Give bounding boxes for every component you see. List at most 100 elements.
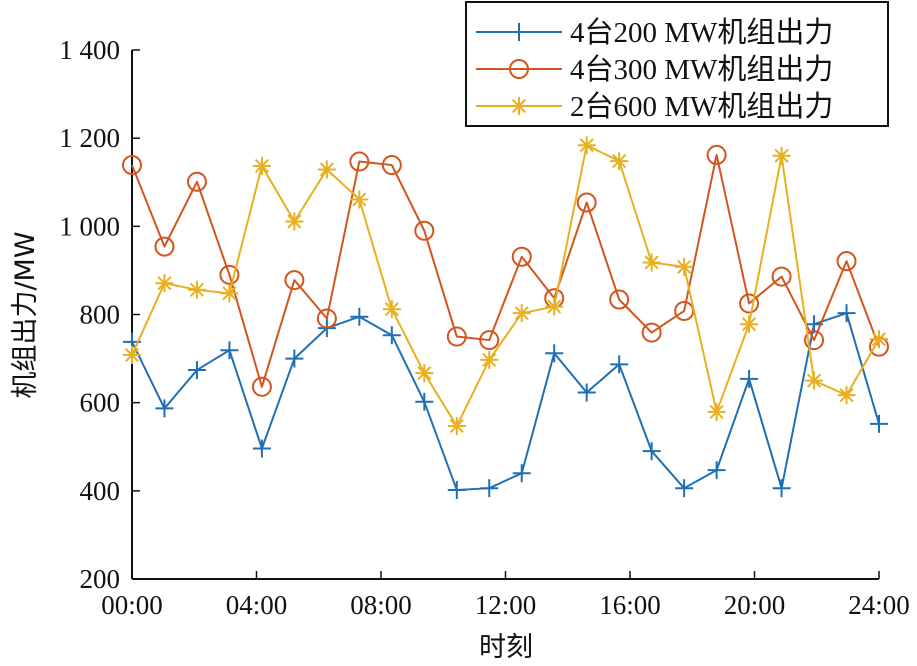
data-point	[675, 479, 694, 498]
series-line	[131, 144, 880, 428]
axes	[131, 50, 879, 580]
x-tick-label: 12:00	[475, 590, 537, 620]
data-point	[576, 192, 597, 213]
data-point	[154, 236, 175, 257]
data-point	[446, 326, 467, 347]
data-point	[610, 355, 629, 374]
data-point	[577, 136, 596, 155]
y-tick-label: 600	[80, 388, 121, 418]
data-point	[675, 257, 694, 276]
legend-marker	[509, 59, 529, 79]
data-point	[545, 344, 564, 363]
data-point	[447, 480, 466, 499]
data-point	[316, 308, 337, 329]
legend-item: 4台200 MW机组出力	[476, 16, 833, 49]
data-point	[252, 156, 271, 175]
data-point	[285, 349, 304, 368]
x-tick-label: 20:00	[724, 590, 786, 620]
data-point	[739, 293, 760, 314]
data-point	[609, 289, 630, 310]
data-point	[187, 361, 206, 380]
data-point	[186, 171, 207, 192]
data-point	[155, 399, 174, 418]
data-point	[870, 414, 888, 433]
data-point	[251, 376, 272, 397]
data-point	[252, 439, 271, 458]
data-point	[447, 417, 466, 436]
legend-marker	[510, 23, 528, 41]
data-point	[642, 253, 661, 272]
data-point	[610, 152, 629, 171]
data-point	[870, 330, 888, 349]
data-point	[804, 330, 825, 351]
legend-marker	[510, 97, 528, 115]
data-point	[707, 461, 726, 480]
data-point	[577, 383, 596, 402]
data-point	[122, 155, 142, 176]
x-tick-label: 04:00	[226, 590, 288, 620]
y-ticks: 200 400 600 800 1 000 1 200 1 400	[59, 35, 140, 594]
series-line	[131, 312, 880, 491]
x-tick-label: 16:00	[599, 590, 661, 620]
data-point	[837, 304, 856, 323]
data-point	[123, 346, 141, 365]
data-point	[415, 364, 434, 383]
series-group	[122, 136, 889, 499]
data-point	[350, 307, 369, 326]
data-point	[479, 330, 500, 351]
legend-label: 4台300 MW机组出力	[570, 53, 833, 86]
x-axis-title: 时刻	[479, 632, 533, 663]
data-point	[480, 350, 499, 369]
y-axis-title: 机组出力/MW	[10, 231, 41, 398]
series-1	[123, 304, 888, 499]
data-point	[512, 304, 531, 323]
y-tick-label: 800	[80, 300, 121, 330]
y-tick-label: 1 200	[59, 123, 120, 153]
y-tick-label: 400	[80, 476, 121, 506]
legend-item: 2台600 MW机组出力	[476, 90, 833, 123]
data-point	[771, 266, 792, 287]
data-point	[837, 386, 856, 405]
series-line	[131, 153, 880, 388]
data-point	[642, 442, 661, 461]
series-2	[122, 144, 889, 397]
legend: 4台200 MW机组出力 4台300 MW机组出力 2台600 MW机组出力	[465, 1, 889, 127]
data-point	[740, 369, 759, 388]
series-3	[123, 136, 888, 436]
data-point	[511, 246, 532, 267]
data-point	[836, 251, 857, 272]
data-point	[382, 300, 401, 319]
y-tick-label: 1 400	[59, 35, 120, 65]
data-point	[219, 264, 240, 285]
data-point	[772, 479, 791, 498]
data-point	[284, 270, 305, 291]
data-point	[740, 315, 759, 334]
x-tick-label: 24:00	[848, 590, 910, 620]
data-point	[317, 160, 336, 179]
y-tick-label: 200	[80, 564, 121, 594]
data-point	[382, 326, 401, 345]
data-point	[772, 146, 791, 165]
legend-item: 4台300 MW机组出力	[476, 53, 833, 86]
data-point	[480, 479, 499, 498]
data-point	[512, 464, 531, 483]
data-point	[155, 274, 174, 293]
data-point	[350, 190, 369, 209]
data-point	[641, 322, 662, 343]
x-ticks: 00:00 04:00 08:00 12:00 16:00 20:00 24:00	[101, 571, 910, 620]
data-point	[220, 341, 239, 360]
y-tick-label: 1 000	[59, 211, 120, 241]
data-point	[707, 402, 726, 421]
legend-label: 4台200 MW机组出力	[570, 16, 833, 49]
legend-label: 2台600 MW机组出力	[570, 90, 833, 123]
data-point	[220, 284, 239, 303]
data-point	[414, 220, 435, 241]
data-point	[285, 212, 304, 231]
data-point	[415, 392, 434, 411]
data-point	[706, 144, 727, 165]
data-point	[187, 280, 206, 299]
x-tick-label: 08:00	[350, 590, 412, 620]
data-point	[349, 151, 370, 172]
data-point	[545, 297, 564, 316]
